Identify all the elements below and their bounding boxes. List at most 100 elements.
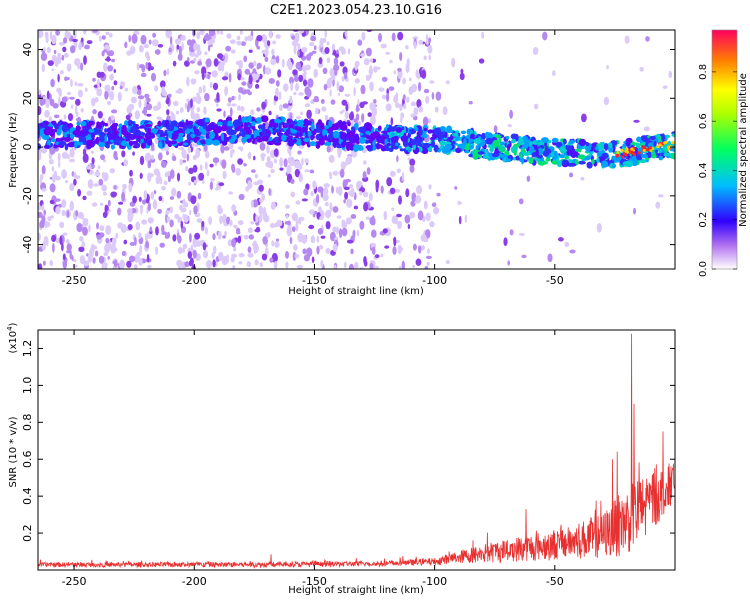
spectrogram-speckle [150, 158, 156, 163]
band-blob [641, 154, 648, 159]
band-blob [200, 141, 206, 145]
spectrogram-speckle [80, 108, 84, 113]
spectrogram-speckle [170, 169, 175, 180]
spectrogram-speckle [349, 192, 355, 197]
spectrogram-speckle [399, 247, 404, 252]
band-blob [400, 135, 409, 143]
spectrogram-speckle [124, 87, 129, 92]
spectrogram-speckle [313, 68, 319, 78]
spectrogram-speckle [208, 216, 213, 225]
spectrogram-speckle [267, 174, 271, 178]
spectrogram-speckle [241, 81, 247, 86]
spectrogram-speckle [78, 246, 85, 252]
spectrogram-speckle [253, 155, 256, 161]
spectrogram-speckle [412, 243, 417, 251]
spectrogram-speckle [120, 224, 127, 233]
spectrogram-speckle [363, 256, 367, 265]
spectrogram-speckle [220, 30, 224, 35]
spectrogram-speckle [397, 244, 402, 255]
spectrogram-speckle [180, 107, 184, 113]
band-blob [671, 133, 675, 138]
spectrogram-speckle [219, 215, 223, 225]
band-blob [167, 124, 175, 132]
spectrogram-speckle [580, 176, 585, 181]
band-blob [334, 122, 340, 128]
spectrogram-speckle [69, 148, 75, 158]
band-blob [433, 127, 442, 134]
spectrogram-speckle [291, 40, 298, 47]
band-blob [97, 128, 102, 135]
spectrogram-speckle [38, 263, 43, 269]
spectrogram-speckle [199, 164, 203, 171]
band-blob [332, 130, 340, 139]
band-blob [485, 131, 490, 138]
spectrogram-speckle [254, 259, 259, 266]
spectrogram-speckle [409, 211, 416, 219]
spectrogram-speckle [111, 58, 116, 63]
spectrogram-speckle [240, 77, 245, 81]
spectrogram-speckle [221, 76, 229, 81]
band-blob [335, 144, 343, 149]
spectrogram-speckle [270, 223, 275, 229]
spectrogram-speckle [293, 244, 298, 251]
spectrogram-speckle [210, 178, 215, 182]
band-blob [238, 132, 242, 137]
band-hot [628, 150, 632, 154]
spectrogram-speckle [468, 101, 473, 105]
spectrogram-speckle [186, 98, 190, 103]
spectrogram-speckle [284, 221, 291, 225]
spectrogram-speckle [169, 36, 173, 45]
spectrogram-speckle [231, 163, 235, 172]
spectrogram-speckle [187, 56, 190, 62]
snr-frame [37, 329, 676, 571]
spectrogram-speckle [119, 259, 125, 269]
spectrogram-speckle [395, 102, 400, 108]
band-blob [377, 144, 383, 149]
spectrogram-speckle [371, 246, 376, 255]
spectrogram-speckle [61, 54, 65, 61]
spectrogram-speckle [113, 150, 118, 160]
spectrogram-speckle [238, 261, 243, 265]
spectrogram-speckle [129, 169, 133, 177]
spectrogram-speckle [643, 126, 650, 132]
spectrogram-speckle [509, 229, 514, 236]
spectrogram-speckle [66, 63, 72, 72]
spectrogram-speckle [233, 246, 237, 252]
spectrogram-speckle [69, 45, 76, 54]
spectrogram-speckle [61, 169, 67, 179]
spectrogram-speckle [243, 55, 248, 63]
spectrogram-speckle [248, 49, 253, 53]
band-blob [372, 139, 376, 147]
band-blob [475, 145, 480, 150]
spectrogram-speckle [368, 192, 373, 202]
band-blob [577, 154, 586, 160]
spectrogram-speckle [187, 146, 192, 154]
spectrogram-speckle [157, 208, 163, 214]
spectrogram-speckle [52, 103, 59, 109]
spectrogram-speckle [248, 74, 253, 85]
band-blob [103, 136, 107, 143]
spectrogram-speckle [343, 186, 350, 191]
spectrogram-speckle [454, 186, 458, 190]
band-blob [343, 138, 347, 145]
spectrogram-speckle [196, 107, 201, 113]
spectrogram-speckle [143, 106, 148, 116]
spectrogram-speckle [134, 110, 140, 120]
spectrogram-speckle [332, 79, 335, 87]
band-hot [630, 147, 634, 151]
band-blob [184, 129, 190, 135]
snr-y-multiplier-suffix: ) [8, 322, 19, 326]
spectrogram-speckle [77, 83, 84, 87]
spectrogram-speckle [66, 210, 70, 218]
band-blob [274, 118, 282, 124]
spectrogram-speckle [340, 48, 346, 55]
spectrogram-speckle [207, 44, 211, 52]
spectrogram-speckle [113, 80, 118, 86]
snr-y-ticks: 0.2 0.4 0.6 0.8 1.0 1.2 [21, 340, 675, 542]
spectrogram-speckle [290, 191, 296, 198]
spectrogram-speckle [247, 246, 252, 253]
spectrogram-speckle [338, 228, 343, 239]
spectrogram-speckle [59, 221, 65, 228]
spectrogram-speckle [308, 224, 315, 230]
spectrogram-speckle [106, 50, 113, 57]
